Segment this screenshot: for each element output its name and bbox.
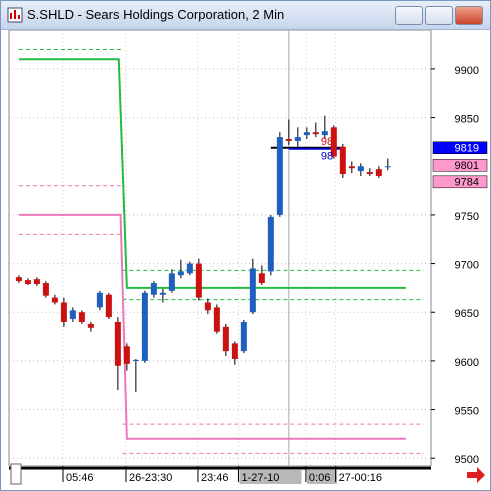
candle-body bbox=[348, 166, 355, 169]
cursor-label-box bbox=[239, 470, 302, 484]
title-bar: S.SHLD - Sears Holdings Corporation, 2 M… bbox=[1, 1, 490, 30]
candle-body bbox=[384, 166, 391, 168]
y-tick-label: 9850 bbox=[455, 113, 479, 125]
chart: 9500 9550 9600 9650 9700 9750 9850 9900 05:46 26-… bbox=[1, 30, 490, 490]
y-tick-label: 9750 bbox=[455, 211, 479, 223]
candle-body bbox=[141, 292, 148, 361]
y-tick-label: 9900 bbox=[455, 65, 479, 77]
candle-body bbox=[168, 273, 175, 291]
plot-area bbox=[8, 30, 432, 467]
window-title: S.SHLD - Sears Holdings Corporation, 2 M… bbox=[27, 7, 285, 22]
x-tick-label: 26-23:30 bbox=[129, 472, 172, 484]
candle-body bbox=[159, 292, 166, 295]
close-button[interactable] bbox=[455, 6, 483, 25]
level-line bbox=[18, 58, 406, 289]
price-tag-label: 9819 bbox=[455, 143, 479, 155]
candle-body bbox=[96, 292, 103, 308]
candle-body bbox=[123, 346, 130, 364]
candle-body bbox=[15, 277, 22, 282]
x-tick-label: 0:06 bbox=[309, 472, 330, 484]
candle-body bbox=[195, 263, 202, 298]
candle-body bbox=[33, 279, 40, 285]
x-tick-label: 27-00:16 bbox=[339, 472, 382, 484]
candle-body bbox=[177, 271, 184, 276]
candle-body bbox=[330, 127, 337, 157]
price-tag bbox=[432, 159, 488, 172]
candle-body bbox=[222, 326, 229, 352]
candle-body bbox=[150, 283, 157, 295]
y-tick-label: 9550 bbox=[455, 405, 479, 417]
price-tag-label: 9784 bbox=[455, 177, 479, 189]
level-line bbox=[18, 213, 406, 440]
y-tick-label: 9500 bbox=[455, 454, 479, 466]
candle-body bbox=[240, 321, 247, 352]
candle-body bbox=[24, 280, 31, 285]
candle-body bbox=[276, 137, 283, 215]
annotation: 98 bbox=[321, 150, 333, 162]
candle-body bbox=[105, 294, 112, 318]
candle-body bbox=[132, 359, 139, 361]
x-tick-label: 1-27-10 bbox=[241, 472, 279, 484]
candle-body bbox=[249, 268, 256, 313]
y-tick-label: 9650 bbox=[455, 308, 479, 320]
candle-body bbox=[321, 131, 328, 136]
scroll-arrow[interactable] bbox=[467, 467, 485, 483]
x-tick-label: 05:46 bbox=[66, 472, 94, 484]
candle-body bbox=[69, 310, 76, 320]
candle-body bbox=[312, 132, 319, 135]
maximize-button[interactable] bbox=[425, 6, 453, 25]
candle-body bbox=[285, 139, 292, 141]
price-tag-label: 9801 bbox=[455, 160, 479, 172]
candle-body bbox=[258, 273, 265, 284]
candle-body bbox=[294, 137, 301, 141]
candle-body bbox=[186, 263, 193, 274]
candle-body bbox=[78, 312, 85, 322]
candle-body bbox=[267, 216, 274, 272]
price-tag bbox=[432, 175, 488, 189]
y-tick-label: 9600 bbox=[455, 357, 479, 369]
scroll-box[interactable] bbox=[10, 463, 22, 485]
candle-body bbox=[231, 343, 238, 359]
price-tag bbox=[432, 141, 488, 155]
annotation: 98 bbox=[321, 136, 333, 148]
candle-body bbox=[204, 302, 211, 311]
candle-body bbox=[114, 321, 121, 366]
y-tick-label: 9700 bbox=[455, 259, 479, 271]
app-icon bbox=[7, 7, 23, 23]
candle-body bbox=[213, 307, 220, 332]
cursor-label-box bbox=[306, 470, 337, 484]
candle-body bbox=[366, 172, 373, 175]
x-tick-label: 23:46 bbox=[201, 472, 229, 484]
candle-body bbox=[339, 146, 346, 175]
candle-body bbox=[42, 283, 49, 296]
candle-body bbox=[51, 297, 58, 303]
candle-body bbox=[357, 166, 364, 172]
minimize-button[interactable] bbox=[395, 6, 423, 25]
candle-body bbox=[375, 169, 382, 176]
candle-body bbox=[60, 302, 67, 322]
candle-body bbox=[303, 132, 310, 136]
candle-body bbox=[87, 323, 94, 328]
